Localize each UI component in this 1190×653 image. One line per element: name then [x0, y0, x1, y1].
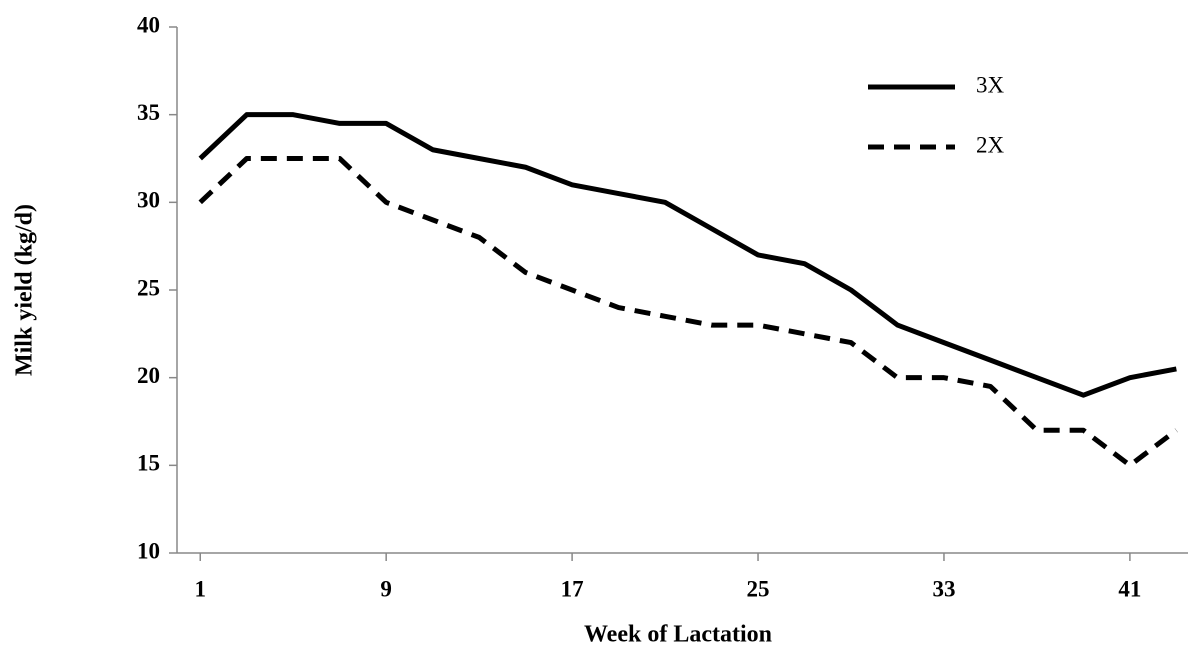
y-axis-title: Milk yield (kg/d): [12, 204, 38, 376]
x-tick-label: 17: [561, 576, 584, 601]
series-line: [198, 156, 1178, 468]
y-tick-label: 30: [137, 188, 160, 213]
y-tick-label: 20: [137, 363, 160, 388]
y-tick-label: 10: [137, 538, 160, 563]
x-tick-label: 25: [747, 576, 770, 601]
x-tick-label: 41: [1118, 576, 1141, 601]
y-tick-label: 40: [137, 12, 160, 37]
series-line: [198, 112, 1177, 398]
x-tick-label: 1: [194, 576, 206, 601]
x-tick-label: 33: [932, 576, 955, 601]
x-axis-title: Week of Lactation: [584, 622, 772, 648]
y-tick-label: 25: [137, 275, 160, 300]
x-tick-label: 9: [380, 576, 392, 601]
y-tick-label: 15: [137, 451, 160, 476]
y-tick-label: 35: [137, 100, 160, 125]
legend-label: 3X: [976, 72, 1005, 97]
legend-label: 2X: [976, 132, 1005, 157]
